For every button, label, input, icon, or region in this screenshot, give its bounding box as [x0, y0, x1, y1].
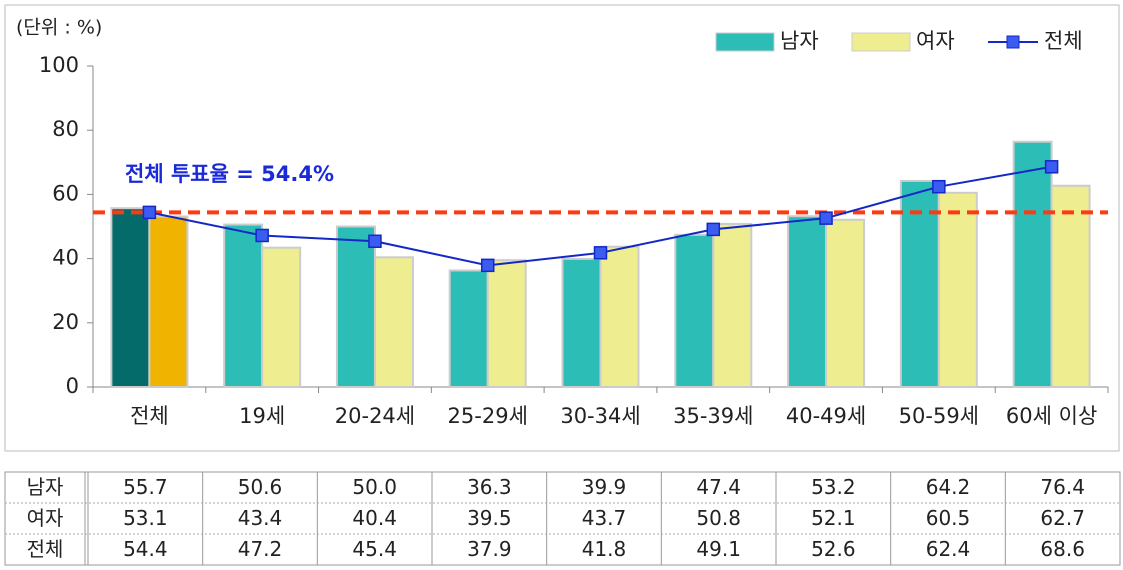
bar — [486, 259, 527, 388]
bar — [787, 215, 828, 388]
table-cell: 50.8 — [696, 506, 741, 530]
bar — [1050, 184, 1091, 388]
bar — [448, 269, 489, 388]
table-cell: 52.1 — [811, 506, 856, 530]
bar — [599, 245, 640, 388]
legend-label: 전체 — [1044, 29, 1083, 53]
table-cell: 39.5 — [467, 506, 512, 530]
x-tick-label: 60세 이상 — [1006, 404, 1097, 428]
table-cell: 52.6 — [811, 537, 856, 561]
table-cell: 53.2 — [811, 475, 856, 499]
bar — [110, 207, 151, 388]
table-cell: 60.5 — [926, 506, 971, 530]
table-cell: 76.4 — [1040, 475, 1085, 499]
y-tick-label: 20 — [52, 310, 79, 334]
table-cell: 40.4 — [352, 506, 397, 530]
bar — [712, 222, 753, 388]
line-marker — [255, 228, 269, 243]
table-cell: 37.9 — [467, 537, 512, 561]
y-tick-label: 100 — [39, 53, 79, 77]
x-tick-label: 35-39세 — [673, 404, 753, 428]
table-cell: 43.7 — [582, 506, 627, 530]
table-frame — [4, 471, 1121, 566]
table-row-header: 여자 — [27, 506, 64, 530]
table-cell: 62.4 — [926, 537, 971, 561]
y-tick-label: 40 — [52, 246, 79, 270]
bar — [825, 218, 866, 388]
legend-label: 여자 — [916, 29, 955, 53]
bar — [261, 246, 302, 388]
y-tick-label: 0 — [66, 374, 79, 398]
table-cell: 55.7 — [123, 475, 168, 499]
bar — [373, 256, 414, 389]
bar — [899, 179, 940, 388]
line-marker — [480, 258, 495, 273]
legend-marker — [1006, 35, 1020, 49]
x-tick-label: 40-49세 — [786, 404, 866, 428]
y-tick-label: 80 — [52, 117, 79, 141]
legend-label: 남자 — [780, 29, 819, 53]
legend-swatch — [715, 32, 775, 52]
table-row-header: 남자 — [27, 475, 64, 499]
line-marker — [819, 211, 833, 225]
line-marker — [706, 222, 721, 237]
table-cell: 41.8 — [582, 537, 627, 561]
table-cell: 39.9 — [582, 475, 627, 499]
bar — [1012, 140, 1053, 388]
table-cell: 64.2 — [926, 475, 971, 499]
table-cell: 50.6 — [238, 475, 283, 499]
table-cell: 47.2 — [238, 537, 283, 561]
line-marker — [368, 234, 382, 249]
table-cell: 45.4 — [352, 537, 397, 561]
bar — [148, 215, 189, 388]
table-row-header: 전체 — [27, 537, 64, 561]
bar — [335, 225, 376, 388]
reference-label: 전체 투표율 = 54.4% — [125, 162, 334, 186]
bar — [937, 191, 978, 388]
table-cell: 43.4 — [238, 506, 283, 530]
bar — [674, 233, 715, 388]
table-cell: 54.4 — [123, 537, 168, 561]
table-cell: 49.1 — [696, 537, 741, 561]
line-marker — [1044, 160, 1059, 174]
x-tick-label: 50-59세 — [899, 404, 979, 428]
line-marker — [593, 246, 608, 260]
table-cell: 62.7 — [1040, 506, 1085, 530]
table-cell: 36.3 — [467, 475, 512, 499]
x-tick-label: 20-24세 — [335, 404, 415, 428]
legend-swatch — [851, 32, 911, 52]
x-tick-label: 전체 — [130, 404, 169, 428]
line-marker — [932, 179, 946, 194]
x-tick-label: 30-34세 — [560, 404, 640, 428]
table-cell: 68.6 — [1040, 537, 1085, 561]
line-marker — [142, 205, 157, 220]
table-cell: 53.1 — [123, 506, 168, 530]
x-tick-label: 25-29세 — [448, 404, 528, 428]
unit-label: (단위 : %) — [16, 17, 102, 39]
y-tick-label: 60 — [52, 181, 79, 205]
table-cell: 50.0 — [352, 475, 397, 499]
table-cell: 47.4 — [696, 475, 741, 499]
bar — [561, 257, 602, 388]
x-tick-label: 19세 — [239, 404, 285, 428]
bar — [223, 223, 264, 388]
